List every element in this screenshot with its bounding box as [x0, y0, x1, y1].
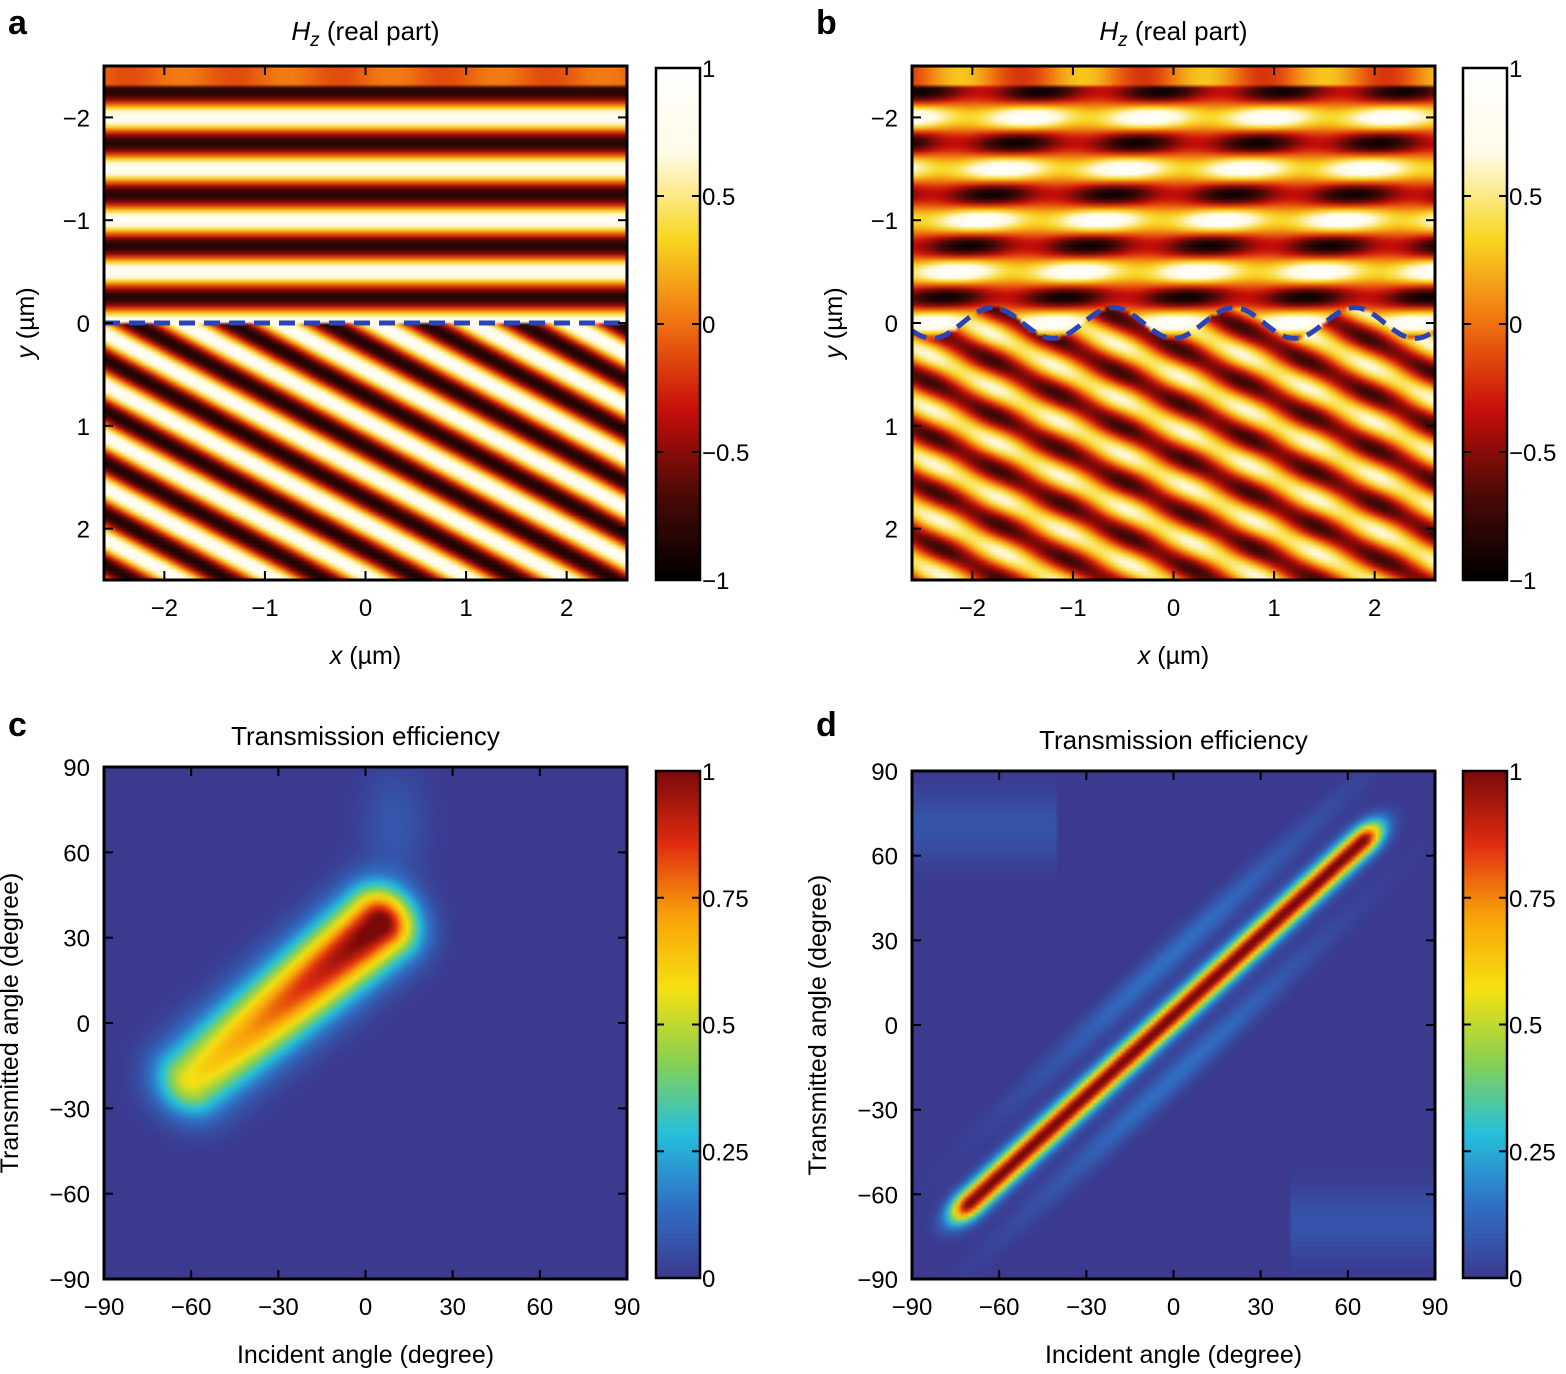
y-tick-label-d: 60 [871, 844, 898, 871]
y-tick-label-b: −2 [871, 105, 898, 132]
y-axis-label-c: Transmitted angle (degree) [0, 873, 24, 1174]
x-tick-label-d: −60 [979, 1294, 1020, 1321]
y-tick-label-c: 30 [63, 926, 90, 953]
panel-label-c: c [8, 706, 27, 744]
x-tick-label-b: 1 [1267, 595, 1280, 622]
x-axis-label-d: Incident angle (degree) [1045, 1341, 1302, 1369]
y-tick-label-a: 1 [77, 414, 90, 441]
panel-label-b: b [816, 4, 837, 42]
x-tick-label-d: 0 [1167, 1294, 1180, 1321]
y-axis-label-b: y (µm) [820, 287, 848, 360]
x-axis-label-b: x (µm) [1137, 642, 1209, 670]
colorbar-tick-label-d: 0.25 [1509, 1139, 1556, 1166]
colorbar-tick-label-a: 1 [702, 56, 715, 83]
y-tick-label-d: −30 [857, 1098, 898, 1125]
y-tick-label-c: 90 [63, 755, 90, 782]
panel-b: b Hz (real part) −2 −1 0 1 2 −2 −1 0 1 2 x (µm) y (µm… [816, 4, 1556, 670]
x-tick-label-a: −1 [251, 595, 278, 622]
y-axis-label-d: Transmitted angle (degree) [804, 875, 832, 1176]
colorbar-tick-label-b: −1 [1509, 568, 1536, 595]
x-tick-label-c: 0 [359, 1294, 372, 1321]
chart-title-a: Hz (real part) [291, 16, 439, 51]
colorbar-tick-label-d: 0 [1509, 1266, 1522, 1293]
panel-label-a: a [8, 4, 28, 42]
x-axis-label-c: Incident angle (degree) [237, 1341, 494, 1369]
x-tick-label-b: −1 [1059, 595, 1086, 622]
x-tick-label-d: −90 [892, 1294, 933, 1321]
heatmap-b [912, 66, 1435, 580]
x-tick-label-d: 90 [1422, 1294, 1449, 1321]
y-axis-label-a: y (µm) [12, 287, 40, 360]
colorbar-tick-label-a: −1 [702, 568, 729, 595]
panel-label-d: d [816, 706, 837, 744]
y-tick-label-b: −1 [871, 208, 898, 235]
y-tick-label-d: 90 [871, 759, 898, 786]
colorbar-tick-label-b: 0.5 [1509, 184, 1542, 211]
colorbar-tick-label-a: 0 [702, 312, 715, 339]
y-tick-label-c: −60 [49, 1182, 90, 1209]
colorbar-tick-label-a: −0.5 [702, 440, 749, 467]
y-tick-label-d: −60 [857, 1182, 898, 1209]
colorbar-tick-label-c: 0 [702, 1266, 715, 1293]
x-tick-label-a: −2 [151, 595, 178, 622]
colorbar-tick-label-d: 1 [1509, 759, 1522, 786]
x-tick-label-d: 30 [1247, 1294, 1274, 1321]
x-tick-label-c: −60 [171, 1294, 212, 1321]
panel-a: a Hz (real part) −2 −1 0 1 2 −2 −1 0 1 2 x (µm) y (µm… [8, 4, 749, 670]
colorbar-tick-label-a: 0.5 [702, 184, 735, 211]
heatmap-d [912, 771, 1435, 1279]
x-tick-label-c: −90 [84, 1294, 125, 1321]
x-tick-label-c: 60 [526, 1294, 553, 1321]
colorbar-tick-label-c: 0.5 [702, 1013, 735, 1040]
panel-c: c Transmission efficiency −90 −60 −30 0 30 60 90… [0, 706, 749, 1369]
chart-title-b: Hz (real part) [1099, 16, 1247, 51]
x-tick-label-b: −2 [959, 595, 986, 622]
x-tick-label-a: 2 [560, 595, 573, 622]
y-tick-label-d: 0 [885, 1013, 898, 1040]
colorbar-tick-label-c: 0.25 [702, 1139, 749, 1166]
x-tick-label-c: 90 [614, 1294, 641, 1321]
x-tick-label-c: 30 [439, 1294, 466, 1321]
y-tick-label-a: 2 [77, 517, 90, 544]
y-tick-label-a: −2 [63, 105, 90, 132]
heatmap-c [104, 767, 627, 1279]
y-tick-label-d: 30 [871, 928, 898, 955]
colorbar-tick-label-b: 0 [1509, 312, 1522, 339]
colorbar-tick-label-c: 1 [702, 759, 715, 786]
x-tick-label-a: 0 [359, 595, 372, 622]
y-tick-label-b: 1 [885, 414, 898, 441]
x-tick-label-b: 2 [1368, 595, 1381, 622]
y-tick-label-d: −90 [857, 1267, 898, 1294]
chart-title-d: Transmission efficiency [1039, 725, 1308, 755]
y-tick-label-a: −1 [63, 208, 90, 235]
colorbar-tick-label-b: −0.5 [1509, 440, 1556, 467]
x-tick-label-b: 0 [1167, 595, 1180, 622]
x-tick-label-d: 60 [1334, 1294, 1361, 1321]
y-tick-label-b: 2 [885, 517, 898, 544]
colorbar-tick-label-d: 0.5 [1509, 1013, 1542, 1040]
x-tick-label-c: −30 [258, 1294, 299, 1321]
y-tick-label-a: 0 [77, 311, 90, 338]
y-tick-label-c: −90 [49, 1267, 90, 1294]
y-tick-label-c: 0 [77, 1011, 90, 1038]
colorbar-tick-label-d: 0.75 [1509, 886, 1556, 913]
y-tick-label-c: −30 [49, 1096, 90, 1123]
x-axis-label-a: x (µm) [329, 642, 401, 670]
y-tick-label-b: 0 [885, 311, 898, 338]
panel-d: d Transmission efficiency −90 −60 −30 0 30 60 90… [804, 706, 1556, 1369]
x-tick-label-d: −30 [1066, 1294, 1107, 1321]
y-tick-label-c: 60 [63, 840, 90, 867]
chart-title-c: Transmission efficiency [231, 721, 500, 751]
x-tick-label-a: 1 [459, 595, 472, 622]
colorbar-tick-label-b: 1 [1509, 56, 1522, 83]
colorbar-tick-label-c: 0.75 [702, 886, 749, 913]
